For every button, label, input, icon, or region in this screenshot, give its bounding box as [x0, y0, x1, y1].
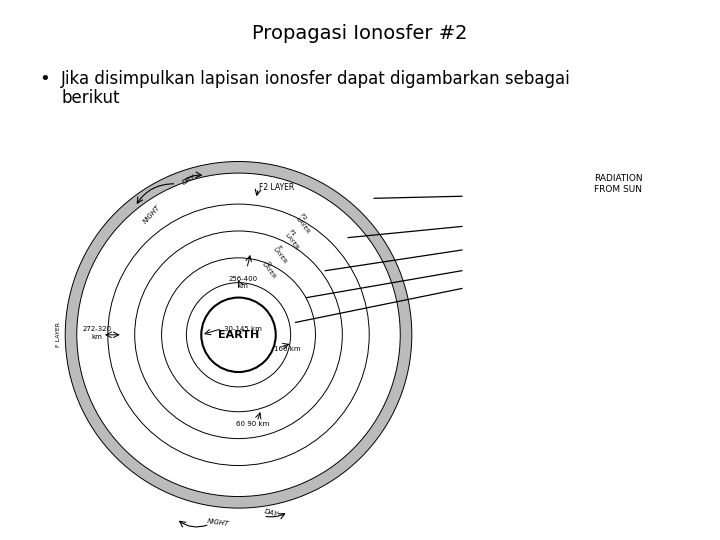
Text: Jika disimpulkan lapisan ionosfer dapat digambarkan sebagai: Jika disimpulkan lapisan ionosfer dapat … — [61, 70, 571, 88]
Circle shape — [108, 204, 369, 465]
Text: 256-400: 256-400 — [228, 276, 257, 282]
Text: NIGHT: NIGHT — [142, 205, 161, 225]
Circle shape — [66, 161, 412, 508]
Text: 272-320: 272-320 — [83, 326, 112, 332]
Text: Propagasi Ionosfer #2: Propagasi Ionosfer #2 — [252, 24, 468, 43]
Text: km: km — [91, 334, 102, 340]
Circle shape — [202, 298, 276, 372]
Circle shape — [96, 193, 381, 477]
Text: D: D — [265, 260, 271, 267]
Text: LAYER: LAYER — [261, 262, 276, 280]
Text: LAYER: LAYER — [271, 246, 287, 265]
Text: F2: F2 — [298, 212, 307, 221]
Text: km: km — [237, 283, 248, 289]
Text: 60 90 km: 60 90 km — [236, 421, 270, 427]
Text: DAY: DAY — [181, 173, 197, 186]
Text: E: E — [276, 245, 282, 251]
Text: LAYER: LAYER — [284, 233, 300, 251]
Text: 30-145 km: 30-145 km — [224, 326, 262, 332]
Text: EARTH: EARTH — [218, 330, 259, 340]
Circle shape — [150, 246, 327, 423]
Text: 160 km: 160 km — [274, 346, 300, 352]
Text: LAYER: LAYER — [294, 217, 310, 235]
Text: •: • — [40, 70, 50, 88]
Circle shape — [135, 231, 342, 438]
Circle shape — [175, 271, 302, 399]
Text: NIGHT: NIGHT — [207, 518, 229, 528]
Text: F2 LAYER: F2 LAYER — [259, 184, 294, 192]
Text: F LAYER: F LAYER — [56, 322, 61, 347]
Circle shape — [77, 173, 400, 496]
Text: berikut: berikut — [61, 89, 120, 107]
Text: DAY: DAY — [264, 508, 279, 517]
Circle shape — [123, 219, 354, 450]
Circle shape — [186, 282, 291, 387]
Text: RADIATION
FROM SUN: RADIATION FROM SUN — [594, 173, 643, 194]
Circle shape — [161, 258, 315, 411]
Text: F1: F1 — [287, 229, 296, 238]
